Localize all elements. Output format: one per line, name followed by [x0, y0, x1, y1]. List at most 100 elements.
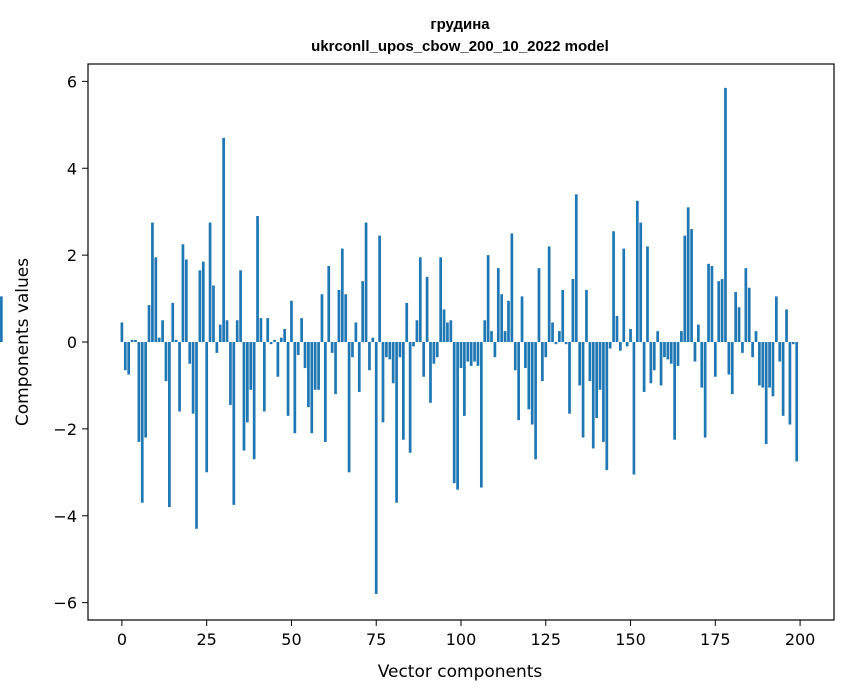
bar-component-69: [354, 322, 358, 342]
y-tick-label: 4: [67, 159, 77, 178]
bar-component-50: [290, 300, 293, 342]
bar-component-160: [663, 342, 666, 358]
bar-component-20: [188, 342, 192, 364]
bar-component-2: [127, 342, 131, 375]
bar-component-190: [764, 342, 768, 445]
bar-component-28: [215, 342, 219, 353]
bar-component-114: [507, 300, 510, 342]
bar-component-134: [574, 194, 578, 342]
bar-component-100: [459, 342, 463, 369]
bar-component-6: [140, 342, 144, 503]
bar-component-142: [602, 342, 605, 442]
bar-component-93: [435, 342, 439, 358]
bar-component-121: [530, 342, 534, 425]
bar-component-8: [147, 305, 151, 342]
bar-component-30: [222, 137, 225, 342]
bar-component-146: [615, 315, 619, 342]
bar-component-193: [775, 296, 778, 342]
bar-component-177: [720, 279, 724, 342]
bar-component-194: [778, 342, 782, 362]
bar-component-198: [791, 342, 795, 345]
bar-component-77: [381, 342, 385, 423]
bar-component-140: [595, 342, 598, 419]
bar-component-192: [771, 342, 775, 397]
bar-component-26: [208, 222, 212, 342]
bar-component-153: [639, 222, 643, 342]
bar-component-158: [656, 331, 660, 342]
bar-component-96: [446, 322, 449, 342]
bar-component-7: [144, 342, 147, 438]
x-tick-label: 150: [615, 630, 646, 649]
bar-component-75: [374, 342, 378, 594]
chart-title: грудина: [430, 16, 490, 33]
bar-component-87: [415, 320, 419, 342]
bar-component-16: [174, 339, 178, 342]
y-tick-label: 2: [67, 246, 77, 265]
bar-component-46: [276, 342, 280, 377]
bar-component-13: [164, 342, 168, 382]
x-tick-label: 75: [366, 630, 386, 649]
bar-component-71: [361, 281, 365, 342]
bar-component-42: [262, 342, 266, 412]
bar-component-72: [364, 222, 368, 342]
bar-component-101: [463, 342, 466, 416]
bar-component-112: [500, 294, 504, 342]
bar-component-141: [598, 342, 602, 390]
bar-component-63: [334, 342, 337, 395]
x-tick-label: 100: [446, 630, 477, 649]
bar-component-10: [154, 257, 158, 342]
bar-component-104: [473, 342, 476, 362]
bar-component-106: [479, 342, 483, 488]
bar-component-19: [184, 259, 188, 342]
bar-component-89: [422, 342, 426, 377]
bar-component-113: [503, 331, 507, 342]
x-tick-label: 0: [117, 630, 127, 649]
y-tick-label: 0: [67, 333, 77, 352]
bar-component-161: [666, 342, 670, 360]
bar-component-165: [680, 331, 683, 342]
bar-component-1: [123, 342, 127, 371]
bar-component-36: [242, 342, 246, 451]
bar-component-143: [605, 342, 609, 471]
bar-component-92: [432, 342, 436, 364]
bar-component-43: [266, 318, 270, 342]
bar-component-66: [344, 294, 348, 342]
bar-component-176: [717, 281, 721, 342]
bar-component-44: [269, 342, 273, 345]
bar-component-22: [195, 342, 198, 529]
bar-component-128: [554, 342, 558, 345]
bar-component-5: [137, 342, 141, 442]
bar-component-61: [327, 265, 331, 342]
bar-component-86: [412, 342, 415, 347]
bar-component-11: [157, 337, 161, 342]
bar-component-138: [588, 342, 592, 382]
bar-component-107: [483, 320, 487, 342]
bar-component-126: [547, 246, 551, 342]
bar-component-82: [398, 342, 402, 358]
bar-component-182: [737, 307, 741, 342]
bar-component-undefined: [0, 296, 3, 342]
bar-component-136: [581, 342, 585, 438]
bar-component-129: [557, 331, 561, 342]
bar-component-35: [239, 270, 242, 342]
bar-component-4: [134, 339, 137, 342]
bar-component-59: [320, 294, 324, 342]
bar-component-148: [622, 248, 626, 342]
bar-component-90: [425, 276, 429, 342]
bar-component-52: [296, 342, 300, 356]
bar-component-156: [649, 342, 653, 384]
bar-component-15: [171, 302, 175, 342]
bar-component-67: [347, 342, 351, 473]
bar-component-133: [571, 279, 575, 342]
bar-component-116: [513, 342, 517, 371]
bar-component-144: [608, 342, 612, 349]
bar-component-170: [697, 324, 700, 343]
bar-component-186: [751, 342, 754, 358]
bar-component-55: [307, 342, 310, 408]
bar-component-125: [544, 342, 548, 358]
bar-component-127: [551, 322, 554, 342]
bar-component-117: [517, 342, 520, 421]
bar-component-38: [249, 342, 253, 390]
y-axis-ticks: 6 4 2 0 −2 −4 −6: [53, 72, 88, 613]
